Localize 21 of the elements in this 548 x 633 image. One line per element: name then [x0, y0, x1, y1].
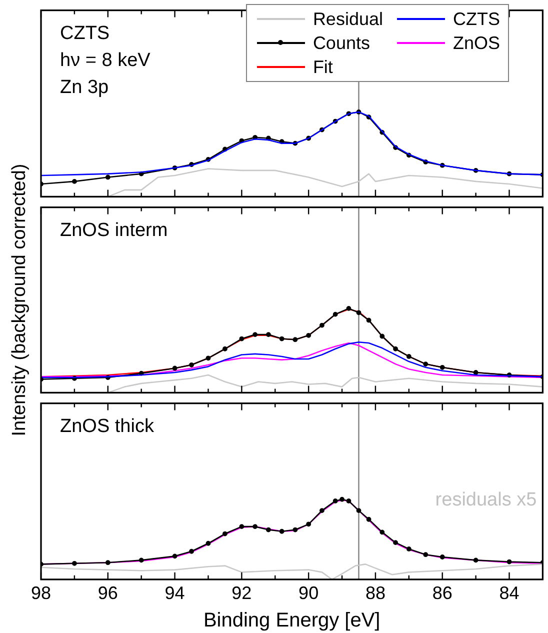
text: ZnOS interm: [60, 220, 168, 242]
text: Zn 3p: [60, 77, 109, 98]
legend-label: CZTS: [452, 8, 500, 31]
x-tick-label: 84: [499, 583, 520, 604]
x-tick-label: 88: [365, 583, 386, 604]
legend-label: ZnOS: [452, 32, 500, 55]
legend-label: Counts: [312, 32, 370, 55]
legend-label: Fit: [312, 56, 333, 79]
y-axis-title: Intensity (background corrected): [9, 164, 31, 436]
x-tick-label: 90: [298, 583, 319, 604]
x-tick-label: 96: [98, 583, 118, 604]
x-tick-label: 86: [432, 583, 452, 604]
annotation: residuals x5: [435, 489, 537, 510]
x-axis-title: Binding Energy [eV]: [203, 610, 380, 632]
x-tick-label: 98: [30, 583, 52, 604]
x-tick-label: 94: [164, 583, 185, 604]
text: hν = 8 keV: [60, 50, 151, 72]
text: ZnOS thick: [60, 416, 154, 438]
text: CZTS: [60, 23, 110, 44]
x-tick-label: 92: [232, 583, 252, 604]
legend-label: Residual: [312, 8, 383, 31]
